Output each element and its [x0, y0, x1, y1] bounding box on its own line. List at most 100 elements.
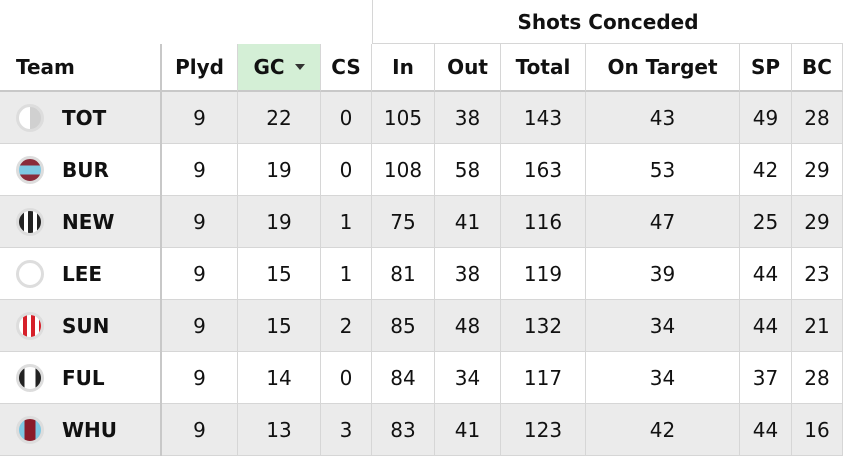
stat-cell: 48 — [435, 300, 501, 352]
stat-cell: 75 — [372, 196, 435, 248]
stat-cell: 81 — [372, 248, 435, 300]
team-code: WHU — [62, 418, 118, 442]
stat-cell: 44 — [740, 300, 792, 352]
stat-cell: 9 — [162, 248, 238, 300]
stat-cell: 19 — [238, 144, 321, 196]
stat-cell: 28 — [792, 92, 843, 144]
team-badge — [16, 208, 44, 236]
stat-cell: 123 — [501, 404, 586, 456]
stat-cell: 0 — [321, 92, 372, 144]
stat-cell: 9 — [162, 352, 238, 404]
stat-cell: 49 — [740, 92, 792, 144]
team-name: WHU — [0, 404, 162, 456]
team-name: SUN — [0, 300, 162, 352]
table-row — [0, 300, 843, 352]
stat-cell: 19 — [238, 196, 321, 248]
stat-cell: 42 — [586, 404, 740, 456]
stat-cell: 108 — [372, 144, 435, 196]
stat-cell: 9 — [162, 404, 238, 456]
stat-cell: 25 — [740, 196, 792, 248]
stat-cell: 16 — [792, 404, 843, 456]
stat-cell: 163 — [501, 144, 586, 196]
stat-cell: 39 — [586, 248, 740, 300]
column-header[interactable]: CS — [321, 44, 372, 92]
stat-cell: 21 — [792, 300, 843, 352]
sort-arrow — [294, 64, 305, 70]
stat-cell: 23 — [792, 248, 843, 300]
stat-cell: 34 — [586, 352, 740, 404]
team-code: FUL — [62, 366, 105, 390]
stat-cell: 0 — [321, 352, 372, 404]
stat-cell: 2 — [321, 300, 372, 352]
stat-cell: 9 — [162, 196, 238, 248]
stat-cell: 83 — [372, 404, 435, 456]
team-badge — [16, 104, 44, 132]
team-badge — [16, 312, 44, 340]
team-code: NEW — [62, 210, 115, 234]
table-row — [0, 144, 843, 196]
stat-cell: 42 — [740, 144, 792, 196]
stat-cell: 105 — [372, 92, 435, 144]
stat-cell: 22 — [238, 92, 321, 144]
stat-cell: 14 — [238, 352, 321, 404]
stat-cell: 15 — [238, 248, 321, 300]
stat-cell: 43 — [586, 92, 740, 144]
stat-cell: 37 — [740, 352, 792, 404]
column-header[interactable]: GC — [238, 44, 321, 92]
stat-cell: 44 — [740, 404, 792, 456]
team-code: LEE — [62, 262, 103, 286]
table-row — [0, 352, 843, 404]
stat-cell: 13 — [238, 404, 321, 456]
stat-cell: 9 — [162, 144, 238, 196]
stat-cell: 41 — [435, 196, 501, 248]
table-row — [0, 92, 843, 144]
stat-cell: 3 — [321, 404, 372, 456]
stat-cell: 132 — [501, 300, 586, 352]
stat-cell: 1 — [321, 196, 372, 248]
column-header[interactable]: Plyd — [162, 44, 238, 92]
team-code: SUN — [62, 314, 110, 338]
column-header[interactable]: In — [372, 44, 435, 92]
stat-cell: 9 — [162, 300, 238, 352]
column-header[interactable]: Team — [0, 44, 162, 92]
team-name: FUL — [0, 352, 162, 404]
table-row — [0, 196, 843, 248]
team-name: TOT — [0, 92, 162, 144]
stat-cell: 38 — [435, 248, 501, 300]
stat-cell: 29 — [792, 196, 843, 248]
stat-cell: 116 — [501, 196, 586, 248]
team-name: BUR — [0, 144, 162, 196]
group-header: Shots Conceded — [372, 0, 843, 44]
stat-cell: 47 — [586, 196, 740, 248]
stat-cell: 34 — [435, 352, 501, 404]
stat-cell: 28 — [792, 352, 843, 404]
team-name: LEE — [0, 248, 162, 300]
stat-cell: 41 — [435, 404, 501, 456]
stat-cell: 34 — [586, 300, 740, 352]
stat-cell: 1 — [321, 248, 372, 300]
team-name: NEW — [0, 196, 162, 248]
stat-cell: 53 — [586, 144, 740, 196]
team-code: BUR — [62, 158, 109, 182]
table-row — [0, 248, 843, 300]
column-header[interactable]: Out — [435, 44, 501, 92]
team-badge — [16, 364, 44, 392]
stat-cell: 38 — [435, 92, 501, 144]
team-badge — [16, 156, 44, 184]
stat-cell: 29 — [792, 144, 843, 196]
team-code: TOT — [62, 106, 107, 130]
stat-cell: 117 — [501, 352, 586, 404]
column-header[interactable]: BC — [792, 44, 843, 92]
stat-cell: 85 — [372, 300, 435, 352]
stat-cell: 0 — [321, 144, 372, 196]
stat-cell: 143 — [501, 92, 586, 144]
stat-cell: 119 — [501, 248, 586, 300]
stat-cell: 9 — [162, 92, 238, 144]
team-badge — [16, 416, 44, 444]
stat-cell: 58 — [435, 144, 501, 196]
column-header[interactable]: SP — [740, 44, 792, 92]
column-header[interactable]: Total — [501, 44, 586, 92]
stat-cell: 15 — [238, 300, 321, 352]
column-header[interactable]: On Target — [586, 44, 740, 92]
